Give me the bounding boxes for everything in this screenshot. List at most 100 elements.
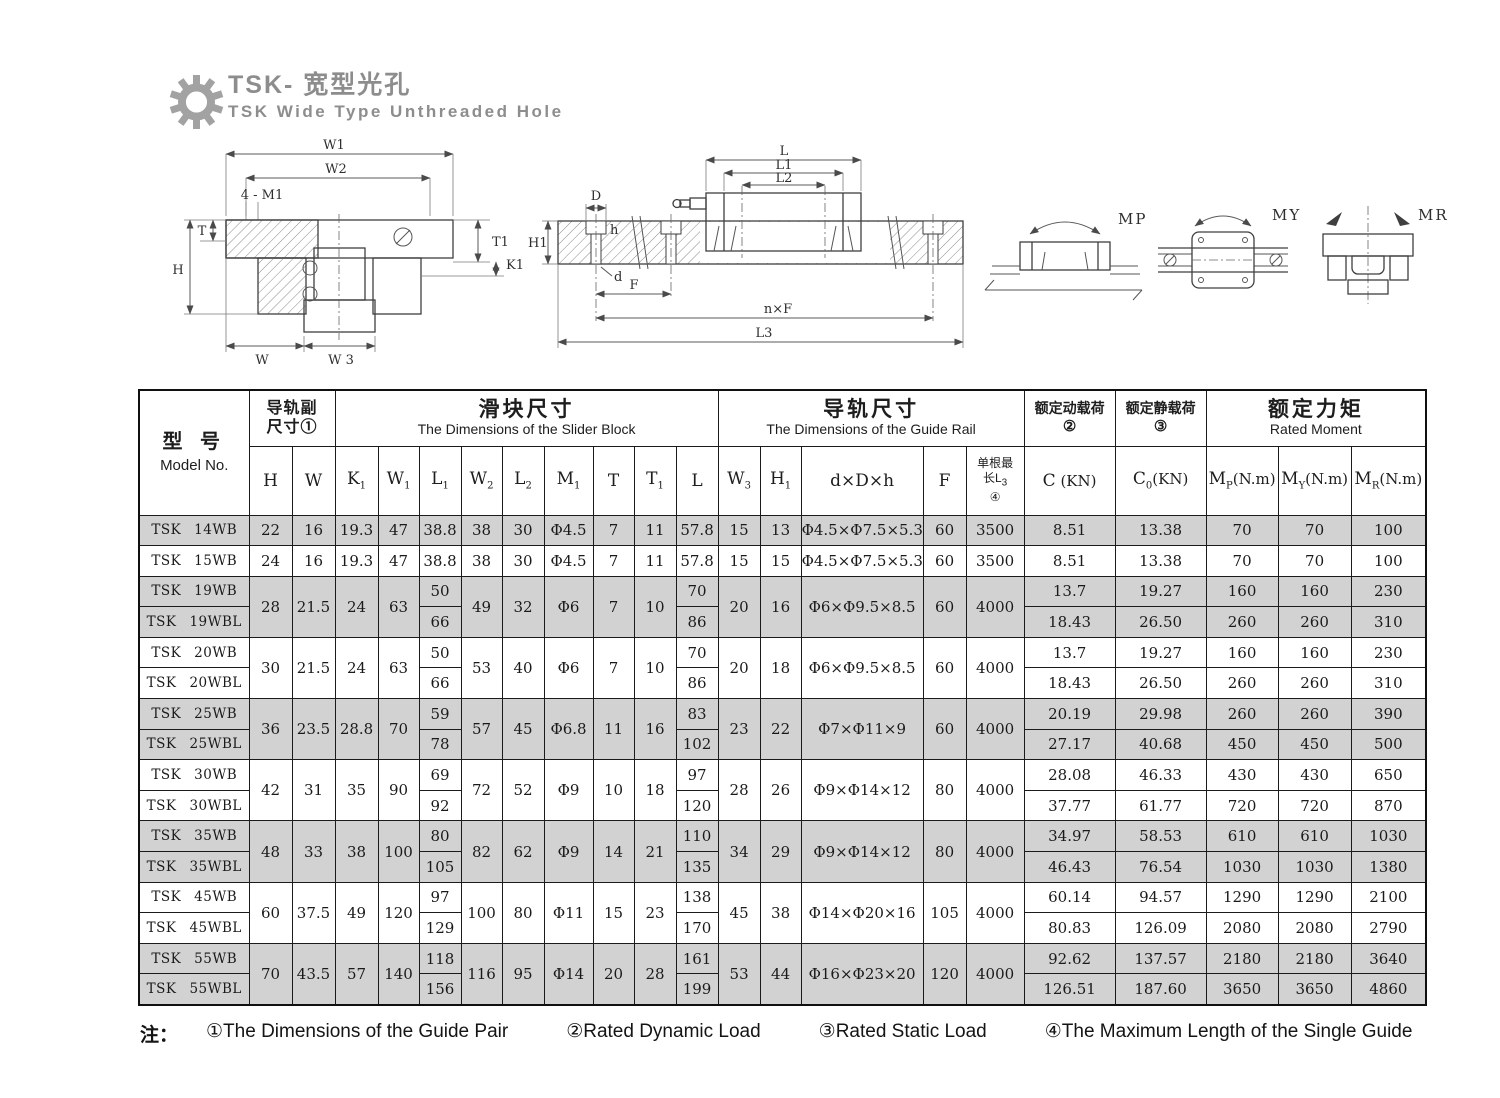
header-group-guide-pair: 导轨副 尺寸① xyxy=(248,389,336,447)
cell-H1: 15 xyxy=(759,545,802,577)
cell-MP: 2080 xyxy=(1205,912,1279,944)
dim-l3-label: L3 xyxy=(756,326,773,341)
cell-C0: 137.57 xyxy=(1114,942,1207,975)
cell-MP: 70 xyxy=(1205,514,1279,547)
cell-L: 97 xyxy=(675,759,719,791)
cell-C: 13.7 xyxy=(1023,636,1116,669)
cell-MP: 260 xyxy=(1205,698,1279,730)
cell-MY: 1290 xyxy=(1277,881,1352,914)
cell-T: 20 xyxy=(592,942,635,1006)
cell-K1: 24 xyxy=(334,575,379,638)
cell-T: 15 xyxy=(592,881,635,944)
dim-w1-label: W1 xyxy=(323,138,345,153)
cell-MY: 610 xyxy=(1277,820,1352,853)
column-header-0: H xyxy=(248,445,293,516)
model-code: 15WB xyxy=(194,552,238,569)
model-code: 35WBL xyxy=(189,858,242,875)
cell-L1: 66 xyxy=(418,667,462,700)
model-brand: TSK xyxy=(146,614,177,631)
cell-L1: 118 xyxy=(418,942,462,975)
table-row: TSK 30WB 42 31 35 90 69 72 52 Φ9 10 18 97 28 26 Φ9×Φ14×… xyxy=(138,759,1427,822)
cell-W3: 15 xyxy=(717,545,761,577)
cell-T1: 21 xyxy=(633,820,677,883)
cell-dDh: Φ9×Φ14×12 xyxy=(800,820,924,883)
cell-L: 199 xyxy=(675,973,719,1005)
cell-F: 60 xyxy=(922,698,967,761)
footnote-item-4: ④The Maximum Length of the Single Guide xyxy=(1044,1021,1413,1042)
cell-T1: 16 xyxy=(633,698,677,761)
cell-T: 14 xyxy=(592,820,635,883)
cell-MP: 610 xyxy=(1205,820,1279,853)
cell-K1: 35 xyxy=(334,759,379,822)
footnote-item-1: ①The Dimensions of the Guide Pair xyxy=(206,1021,509,1042)
cell-F: 105 xyxy=(922,881,967,944)
cell-C0: 187.60 xyxy=(1114,973,1207,1005)
cell-C0: 19.27 xyxy=(1114,575,1207,608)
cell-W2: 53 xyxy=(460,636,503,700)
cell-L: 86 xyxy=(675,606,719,638)
cell-K1: 24 xyxy=(334,636,379,700)
cell-C: 37.77 xyxy=(1023,789,1116,822)
column-header-18: MP(N.m) xyxy=(1205,445,1279,516)
cell-H: 30 xyxy=(248,636,293,700)
cell-T: 7 xyxy=(592,514,635,547)
cell-dDh: Φ9×Φ14×12 xyxy=(800,759,924,822)
cell-T1: 10 xyxy=(633,636,677,700)
cell-dDh: Φ16×Φ23×20 xyxy=(800,942,924,1006)
cell-M1: Φ6 xyxy=(543,575,594,638)
header-model-cn: 型 号 xyxy=(162,430,227,453)
cell-W3: 20 xyxy=(717,636,761,700)
cell-C0: 26.50 xyxy=(1114,606,1207,638)
moment-mp-diagram: MP xyxy=(984,210,1145,301)
cell-MP: 1290 xyxy=(1205,881,1279,914)
table-row: TSK 15WB 24 16 19.3 47 38.8 38 30 Φ4.5 7 11 57.8 15 15… xyxy=(138,545,1427,577)
cell-MR: 2100 xyxy=(1350,881,1427,914)
cell-K1: 57 xyxy=(334,942,379,1006)
cell-W: 21.5 xyxy=(291,575,336,638)
cell-H: 24 xyxy=(248,545,293,577)
cell-T1: 10 xyxy=(633,575,677,638)
cell-C: 92.62 xyxy=(1023,942,1116,975)
cell-T: 7 xyxy=(592,575,635,638)
model-code: 45WBL xyxy=(189,920,242,937)
table-row: TSK 25WB 36 23.5 28.8 70 59 57 45 Φ6.8 11 16 83 23 22 Φ… xyxy=(138,698,1427,761)
cell-W2: 100 xyxy=(460,881,503,944)
cell-W: 23.5 xyxy=(291,698,336,761)
column-header-6: L2 xyxy=(501,445,545,516)
cell-MP: 160 xyxy=(1205,636,1279,669)
cell-L2: 32 xyxy=(501,575,545,638)
cell-L1: 80 xyxy=(418,820,462,853)
cell-W2: 72 xyxy=(460,759,503,822)
table-row: TSK 30WBL 92 120 37.77 61.77 720 720 870 xyxy=(138,789,1427,822)
model-brand: TSK xyxy=(151,644,182,661)
header-group-moment: 额定力矩 Rated Moment xyxy=(1205,389,1427,447)
model-code: 55WBL xyxy=(189,980,242,997)
cell-MY: 260 xyxy=(1277,606,1352,638)
cell-MR: 500 xyxy=(1350,728,1427,761)
cell-MP: 70 xyxy=(1205,545,1279,577)
header-guide-pair-line1: 导轨副 xyxy=(266,400,318,418)
dim-h-label: H xyxy=(172,263,183,278)
cell-W1: 100 xyxy=(377,820,420,883)
cell-T1: 18 xyxy=(633,759,677,822)
cell-dDh: Φ6×Φ9.5×8.5 xyxy=(800,636,924,700)
cell-MY: 3650 xyxy=(1277,973,1352,1005)
header-rail-cn: 导轨尺寸 xyxy=(823,398,920,422)
footnote: 注： ①The Dimensions of the Guide Pair ②Ra… xyxy=(140,1020,1412,1047)
cell-W: 16 xyxy=(291,514,336,547)
cell-MR: 2790 xyxy=(1350,912,1427,944)
model-code: 55WB xyxy=(194,950,238,967)
cell-C0: 94.57 xyxy=(1114,881,1207,914)
cell-C: 20.19 xyxy=(1023,698,1116,730)
column-header-20: MR(N.m) xyxy=(1350,445,1427,516)
cell-MR: 1030 xyxy=(1350,820,1427,853)
column-header-4: L1 xyxy=(418,445,462,516)
column-header-14: F xyxy=(922,445,967,516)
cell-M1: Φ6.8 xyxy=(543,698,594,761)
cell-C: 18.43 xyxy=(1023,606,1116,638)
cell-L2: 95 xyxy=(501,942,545,1006)
cell-C: 34.97 xyxy=(1023,820,1116,853)
cell-C0: 61.77 xyxy=(1114,789,1207,822)
cell-C0: 126.09 xyxy=(1114,912,1207,944)
